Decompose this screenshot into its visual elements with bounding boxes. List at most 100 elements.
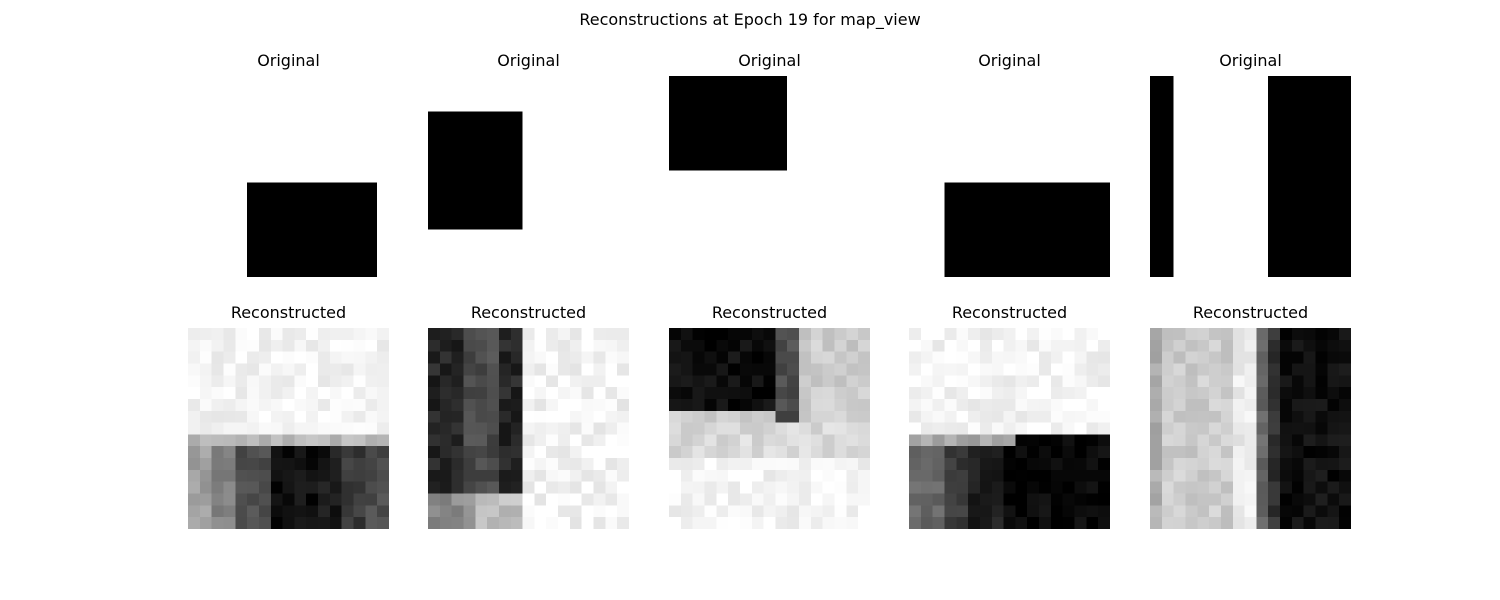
reconstructed-1-pixel (365, 481, 378, 494)
reconstructed-5-pixel (1232, 375, 1245, 388)
reconstructed-4-pixel (1050, 481, 1064, 494)
reconstructed-4-pixel (1098, 458, 1110, 471)
reconstructed-2-pixel (534, 328, 547, 341)
reconstructed-3-pixel (858, 458, 870, 471)
reconstructed-1-pixel (235, 387, 248, 400)
reconstructed-2-pixel (463, 517, 476, 529)
reconstructed-3-pixel (669, 481, 682, 494)
reconstructed-3-pixel (669, 339, 682, 353)
reconstructed-5-pixel (1232, 434, 1245, 447)
reconstructed-5-pixel (1150, 410, 1163, 423)
reconstructed-4-pixel (1050, 328, 1064, 341)
reconstructed-3-pixel (728, 505, 741, 518)
reconstructed-5-pixel (1232, 398, 1245, 412)
reconstructed-4-pixel (932, 328, 945, 341)
reconstructed-1-pixel (377, 351, 389, 364)
reconstructed-1-pixel (365, 505, 378, 518)
reconstructed-4-pixel (956, 398, 969, 412)
reconstructed-2-pixel (487, 351, 500, 364)
reconstructed-1-pixel (199, 422, 213, 435)
reconstructed-4-pixel (1062, 375, 1075, 388)
reconstructed-4-pixel (1098, 505, 1110, 518)
reconstructed-1-pixel (188, 398, 201, 412)
reconstructed-3-pixel (810, 363, 824, 376)
reconstructed-1-pixel (353, 446, 366, 459)
reconstructed-4-pixel (944, 505, 957, 518)
reconstructed-4-pixel (1098, 517, 1110, 529)
reconstructed-2-pixel (569, 351, 583, 364)
reconstructed-2-pixel (498, 517, 512, 529)
reconstructed-5-pixel (1339, 351, 1351, 364)
reconstructed-1-pixel (247, 434, 260, 447)
reconstructed-2-pixel (569, 328, 583, 341)
reconstructed-2-pixel (546, 339, 559, 353)
reconstructed-5-pixel (1303, 375, 1316, 388)
reconstructed-3-pixel (858, 410, 870, 423)
reconstructed-4-pixel (979, 363, 993, 376)
reconstructed-3-pixel (787, 481, 800, 494)
reconstructed-1-pixel (294, 339, 307, 353)
reconstructed-2-pixel (593, 398, 606, 412)
reconstructed-1-pixel (365, 398, 378, 412)
original-5-black-region-2 (1268, 76, 1351, 277)
reconstructed-4-pixel (1015, 458, 1028, 471)
reconstructed-1-pixel (223, 328, 236, 341)
reconstructed-4-pixel (1086, 493, 1099, 506)
reconstructed-5-pixel (1303, 339, 1316, 353)
reconstructed-4-pixel (932, 493, 945, 506)
reconstructed-5-pixel (1185, 517, 1198, 529)
reconstructed-2-pixel (593, 493, 606, 506)
reconstructed-1-pixel (306, 351, 319, 364)
reconstructed-2-pixel (475, 458, 488, 471)
reconstructed-2-pixel (546, 469, 559, 483)
reconstructed-5-pixel (1327, 493, 1340, 506)
reconstructed-3-pixel (787, 410, 800, 423)
reconstructed-3-pixel (858, 339, 870, 353)
reconstructed-3-pixel (763, 339, 776, 353)
reconstructed-1-pixel (258, 351, 272, 364)
reconstructed-4-pixel (1003, 328, 1016, 341)
reconstructed-3-pixel (822, 505, 835, 518)
reconstructed-3-pixel (810, 339, 824, 353)
reconstructed-3-pixel (846, 458, 859, 471)
reconstructed-3-pixel (704, 339, 717, 353)
reconstructed-5-pixel (1315, 458, 1328, 471)
reconstructed-4-pixel (909, 458, 922, 471)
reconstructed-2-pixel (617, 328, 629, 341)
reconstructed-5-pixel (1244, 446, 1257, 459)
reconstructed-1-pixel (353, 434, 366, 447)
reconstructed-3-pixel (834, 493, 847, 506)
reconstructed-5-pixel (1339, 517, 1351, 529)
reconstructed-1-pixel (235, 469, 248, 483)
reconstructed-2-pixel (569, 375, 583, 388)
reconstructed-5-pixel (1197, 363, 1210, 376)
reconstructed-4-pixel (1015, 375, 1028, 388)
reconstructed-1-pixel (353, 351, 366, 364)
reconstructed-1-pixel (211, 398, 224, 412)
reconstructed-5-pixel (1197, 493, 1210, 506)
reconstructed-1-pixel (306, 422, 319, 435)
reconstructed-3-pixel (692, 493, 705, 506)
reconstructed-5-pixel (1232, 328, 1245, 341)
reconstructed-3-pixel (834, 434, 847, 447)
reconstructed-3-pixel (716, 434, 729, 447)
reconstructed-1-pixel (223, 434, 236, 447)
reconstructed-1-pixel (306, 363, 319, 376)
reconstructed-2-pixel (546, 398, 559, 412)
reconstructed-4-pixel (920, 363, 934, 376)
reconstructed-1-pixel (270, 517, 283, 529)
reconstructed-5-pixel (1220, 363, 1234, 376)
reconstructed-1-pixel (188, 434, 201, 447)
reconstructed-4-pixel (1003, 339, 1016, 353)
reconstructed-5-pixel (1315, 339, 1328, 353)
reconstructed-3-pixel (810, 351, 824, 364)
reconstructed-3-pixel (728, 375, 741, 388)
reconstructed-4-pixel (920, 339, 934, 353)
reconstructed-4-pixel (956, 481, 969, 494)
reconstructed-1-pixel (258, 363, 272, 376)
reconstructed-1-pixel (211, 363, 224, 376)
reconstructed-5-pixel (1173, 387, 1186, 400)
reconstructed-2-pixel (605, 446, 618, 459)
reconstructed-3-pixel (846, 434, 859, 447)
reconstructed-3-pixel (846, 375, 859, 388)
